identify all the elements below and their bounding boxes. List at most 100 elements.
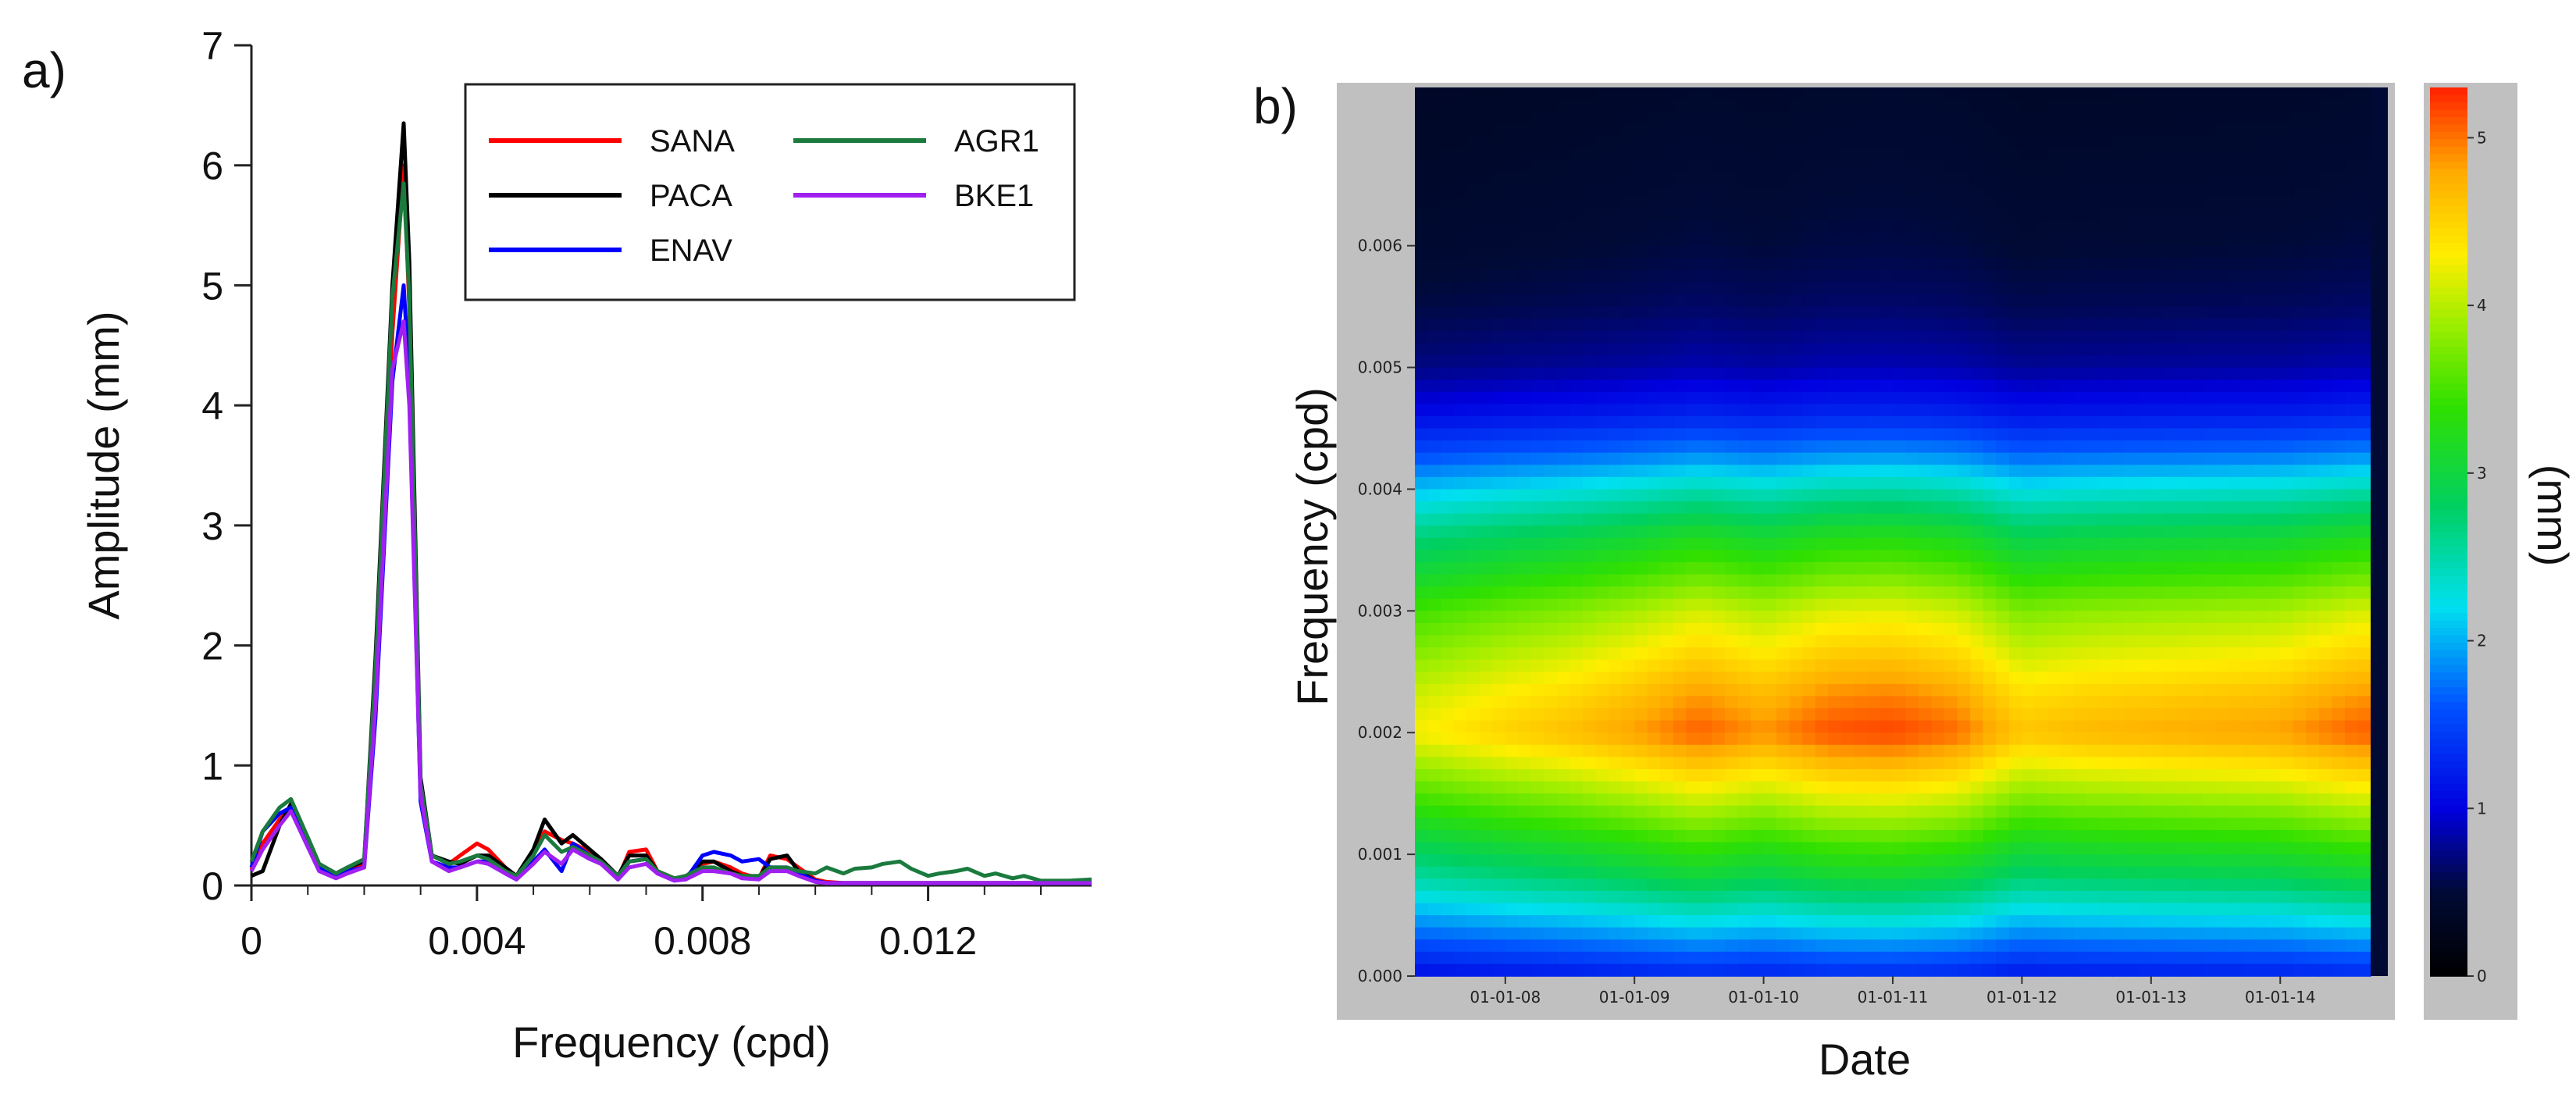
heatmap-cell [2332,319,2346,332]
heatmap-cell [1931,622,1945,636]
heatmap-cell [2150,768,2165,782]
heatmap-cell [2280,805,2294,819]
heatmap-cell [1569,683,1584,697]
heatmap-cell [2280,367,2294,380]
heatmap-cell [1944,440,1958,454]
heatmap-cell [1970,878,1984,892]
heatmap-cell [1505,866,1520,880]
heatmap-cell [1815,136,1830,149]
heatmap-cell [2280,343,2294,356]
heatmap-cell [2189,476,2204,490]
heatmap-cell [2034,526,2049,539]
heatmap-cell [1893,611,1907,624]
heatmap-cell [2332,123,2346,137]
heatmap-cell [2318,440,2333,454]
heatmap-cell [1737,781,1751,794]
heatmap-cell [2189,818,2204,831]
heatmap-cell [1828,866,1842,880]
heatmap-cell [2073,611,2087,624]
heatmap-cell [2112,866,2126,880]
heatmap-cell [2086,659,2100,673]
heatmap-cell [1647,866,1662,880]
heatmap-cell [1686,404,1700,417]
heatmap-cell [2357,258,2371,271]
heatmap-cell [2034,672,2049,685]
heatmap-cell [1698,282,1713,295]
heatmap-cell [1427,501,1441,515]
heatmap-cell [1970,890,1984,904]
heatmap-cell [1673,452,1687,466]
heatmap-cell [1415,854,1429,868]
heatmap-cell [2112,842,2126,855]
heatmap-cell [1893,208,1907,223]
heatmap-cell [1583,282,1597,295]
heatmap-cell [1686,744,1700,758]
heatmap-cell [2241,598,2255,612]
heatmap-cell [2125,355,2140,369]
heatmap-cell [2073,513,2087,527]
heatmap-cell [1893,294,1907,308]
heatmap-cell [2357,136,2371,149]
heatmap-cell [2357,501,2371,515]
heatmap-cell [2280,452,2294,466]
heatmap-cell [1828,404,1842,417]
heatmap-cell [1660,173,1674,186]
heatmap-cell [1686,550,1700,563]
heatmap-cell [2164,355,2178,369]
heatmap-cell [2022,829,2036,843]
heatmap-cell [1505,173,1520,186]
heatmap-cell [1621,672,1635,685]
heatmap-cell [1983,708,1997,722]
heatmap-cell [1737,306,1751,319]
heatmap-cell [2215,561,2229,575]
heatmap-cell [2254,732,2268,746]
heatmap-cell [1840,197,1855,210]
heatmap-cell [1556,720,1571,734]
heatmap-cell [1905,586,1919,600]
heatmap-cell [1712,586,1726,600]
heatmap-cell [2202,878,2217,892]
heatmap-cell [1660,208,1674,223]
heatmap-cell [1609,476,1623,490]
heatmap-cell [2164,148,2178,162]
heatmap-cell [1854,160,1868,173]
heatmap-cell [2008,404,2023,417]
heatmap-cell [1789,258,1804,271]
heatmap-cell [2061,768,2075,782]
heatmap-cell [2047,245,2061,259]
heatmap-cell [2150,550,2165,563]
heatmap-cell [1647,319,1662,332]
heatmap-cell [2318,574,2333,587]
heatmap-cell [1724,476,1739,490]
heatmap-cell [2215,476,2229,490]
heatmap-cell [1854,537,1868,551]
heatmap-cell [2229,757,2243,770]
heatmap-cell [1879,221,1894,234]
heatmap-cell [1712,330,1726,344]
heatmap-cell [1996,878,2010,892]
heatmap-cell [1556,123,1571,137]
heatmap-cell [1415,550,1429,563]
heatmap-cell [2254,476,2268,490]
heatmap-cell [2215,732,2229,746]
heatmap-cell [2099,452,2113,466]
heatmap-cell [1789,513,1804,527]
heatmap-cell [2306,319,2320,332]
heatmap-cell [1415,343,1429,356]
heatmap-cell [1518,160,1532,173]
heatmap-cell [1866,744,1881,758]
heatmap-cell [1466,306,1480,319]
heatmap-cell [1879,367,1894,380]
heatmap-cell [1905,757,1919,770]
heatmap-cell [1866,720,1881,734]
heatmap-cell [1919,793,1933,807]
heatmap-cell [1621,659,1635,673]
heatmap-cell [1996,805,2010,819]
heatmap-cell [1840,245,1855,259]
heatmap-cell [1415,768,1429,782]
heatmap-cell [2241,635,2255,648]
heatmap-cell [2061,465,2075,478]
heatmap-cell [1647,878,1662,892]
heatmap-cell [2306,282,2320,295]
heatmap-cell [1492,379,1506,393]
